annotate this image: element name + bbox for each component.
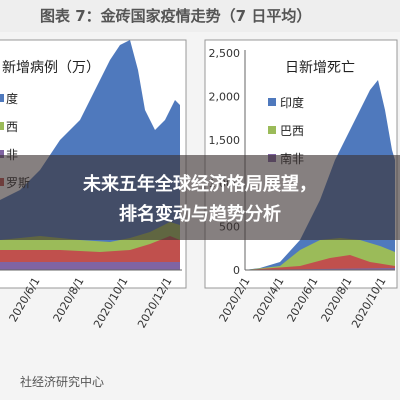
- right-chart-title: 日新增死亡: [285, 60, 355, 76]
- y-tick-label: 0: [233, 264, 240, 277]
- left-chart-title: 新增病例（万）: [2, 60, 100, 76]
- legend-label: 巴西: [280, 124, 304, 138]
- y-tick-label: 1,500: [209, 134, 241, 147]
- legend-label: 西: [6, 120, 18, 134]
- legend-label: 印度: [280, 95, 304, 110]
- banner: [0, 155, 400, 240]
- banner-line: 未来五年全球经济格局展望，: [83, 173, 317, 195]
- legend-swatch: [268, 98, 276, 106]
- legend-swatch: [268, 126, 276, 134]
- footer-source: 社经济研究中心: [20, 374, 104, 389]
- header-bar: [0, 0, 400, 32]
- legend-label: 度: [6, 91, 18, 106]
- legend-swatch: [0, 94, 4, 102]
- y-tick-label: 2,000: [209, 90, 241, 103]
- banner-line: 排名变动与趋势分析: [119, 203, 281, 225]
- legend-swatch: [0, 122, 4, 130]
- legend-swatch: [0, 150, 4, 158]
- header-title: 图表 7：金砖国家疫情走势（7 日平均）: [40, 7, 311, 25]
- y-tick-label: 2,500: [209, 47, 241, 60]
